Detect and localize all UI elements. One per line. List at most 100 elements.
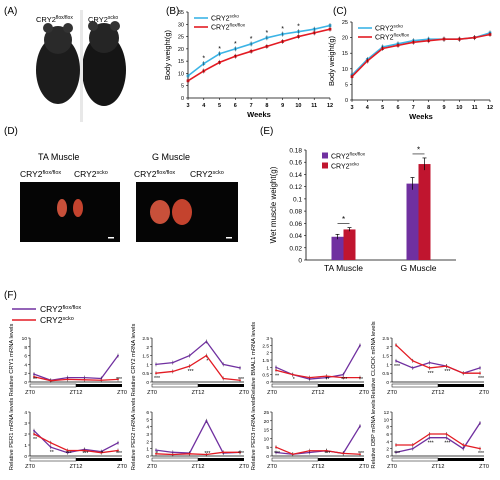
y-tick-label: 5 [146,417,149,423]
y-axis-title: Relative PER2 mRNA levels [131,398,137,471]
significance-star: ** [275,373,279,379]
significance-star: * [266,30,269,37]
y-tick-label: 0.04 [289,233,302,240]
x-tick-label: ZT12 [70,464,83,470]
data-point [479,422,481,424]
significance-star: *** [341,377,347,383]
legend-label: CRY2scko [211,14,239,23]
data-point [445,433,448,435]
y-tick-label: 25 [178,35,184,41]
y-axis-title: Relative CRY1 mRNA levels [9,324,15,397]
significance-star: *** [444,369,450,375]
data-point [205,453,208,456]
data-point [479,372,481,375]
data-point [222,451,225,454]
y-tick-label: 1.5 [142,354,149,360]
y-tick-label: 2.5 [142,336,149,342]
subplot: 0 0.5 1 1.5 2 2.5 ZT0 ZT12 ZT0 Relative CLOCK mRN… [371,321,489,398]
y-axis-title: Relative PER3 mRNA levels [251,398,257,471]
subplot: 0 5 10 15 20 25 ZT0 ZT12 ZT0 Relative PER3 mRNA l… [251,398,369,471]
significance-star: *** [324,451,330,457]
y-tick-label: 2.5 [382,336,389,342]
data-point [239,451,241,454]
x-tick-label: ZT0 [387,464,397,470]
data-point [411,367,414,369]
y-tick-label: 0.02 [289,245,302,252]
x-tick-label: 6 [234,103,237,109]
subplot: 00.5 11.52 2.53 ZT0 ZT12 ZT0 Relative BMAL1 mR… [251,322,369,398]
series-line-flox [155,340,241,369]
y-tick-label: 1.5 [262,358,269,364]
data-point [49,379,52,382]
data-point [411,444,414,446]
data-point [171,370,174,373]
legend-flox: CRY2flox/flox [40,304,81,314]
y-tick-label: 10 [264,436,270,442]
significance-star: * [156,451,158,457]
y-tick-label: 1 [146,447,149,453]
y-tick-label: 0.18 [289,148,302,155]
x-tick-label: 6 [396,105,399,111]
series-line-scko [33,433,119,454]
dark-phase-bar [76,384,122,387]
x-category-label: G Muscle [401,263,437,273]
significance-star: * [342,215,345,224]
bar [343,229,356,260]
y-tick-label: 15 [264,428,270,434]
light-phase-bar [391,457,439,462]
x-tick-label: ZT0 [117,390,127,396]
y-tick-label: 8 [24,345,27,351]
data-point [117,378,119,381]
significance-star: * [297,24,300,31]
legend-label: CRY2flox/flox [331,152,366,161]
x-tick-label: ZT12 [192,390,205,396]
data-point [100,379,103,382]
y-tick-label: 0 [24,454,27,460]
data-point [275,451,277,454]
significance-star: *** [444,441,450,447]
x-axis-title: Weeks [409,112,433,121]
y-tick-label: 3 [266,336,269,342]
series-line-scko [395,344,480,374]
data-point [66,378,69,381]
data-point [117,354,119,357]
panel-label-d: (D) [4,126,18,137]
data-point [445,365,448,368]
y-tick-label: 0 [24,380,27,386]
data-point [411,447,414,450]
y-tick-label: 4 [24,410,27,416]
x-tick-label: ZT0 [479,390,489,396]
light-phase-bar [151,383,199,388]
x-tick-label: ZT0 [147,390,157,396]
data-point [462,444,465,446]
significance-star: *** [428,371,434,377]
data-point [325,375,328,378]
significance-star: *** [116,377,122,383]
significance-star: *** [428,441,434,447]
x-tick-label: 11 [472,105,478,111]
data-point [205,419,208,422]
data-point [155,363,157,366]
y-tick-label: 20 [178,47,184,53]
y-tick-label: 25 [342,20,348,26]
significance-star: * [293,377,295,383]
y-tick-label: 2 [24,432,27,438]
data-point [308,376,311,379]
data-point [395,451,397,454]
data-point [49,441,52,444]
y-tick-label: 10 [22,336,28,342]
legend-label: CRY2scko [331,162,359,171]
dark-phase-bar [76,458,122,461]
significance-star: *** [204,451,210,457]
ta-flox-label: CRY2flox/flox [20,169,61,179]
x-tick-label: ZT12 [70,390,83,396]
y-axis-title: Wet muscle weight(g) [269,166,278,243]
x-tick-label: ZT0 [25,390,35,396]
x-tick-label: ZT12 [432,464,445,470]
line-chart-c: 0 5 10 15 20 25 3 4 5 6 7 8 9 10 11 12 Weeks Body weight(… [327,20,493,121]
data-point [171,453,174,456]
ta-muscle-photo [20,182,120,242]
light-phase-bar [151,457,199,462]
